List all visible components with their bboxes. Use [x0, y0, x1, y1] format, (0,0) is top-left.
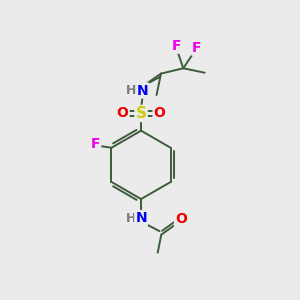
- Text: N: N: [135, 211, 147, 225]
- Text: O: O: [175, 212, 187, 226]
- Text: S: S: [136, 106, 147, 121]
- Text: O: O: [117, 106, 129, 120]
- Text: H: H: [126, 84, 136, 97]
- Text: F: F: [91, 136, 100, 151]
- Text: N: N: [137, 84, 148, 98]
- Text: F: F: [192, 41, 202, 55]
- Text: F: F: [172, 39, 182, 53]
- Text: O: O: [154, 106, 165, 120]
- Text: H: H: [126, 212, 136, 225]
